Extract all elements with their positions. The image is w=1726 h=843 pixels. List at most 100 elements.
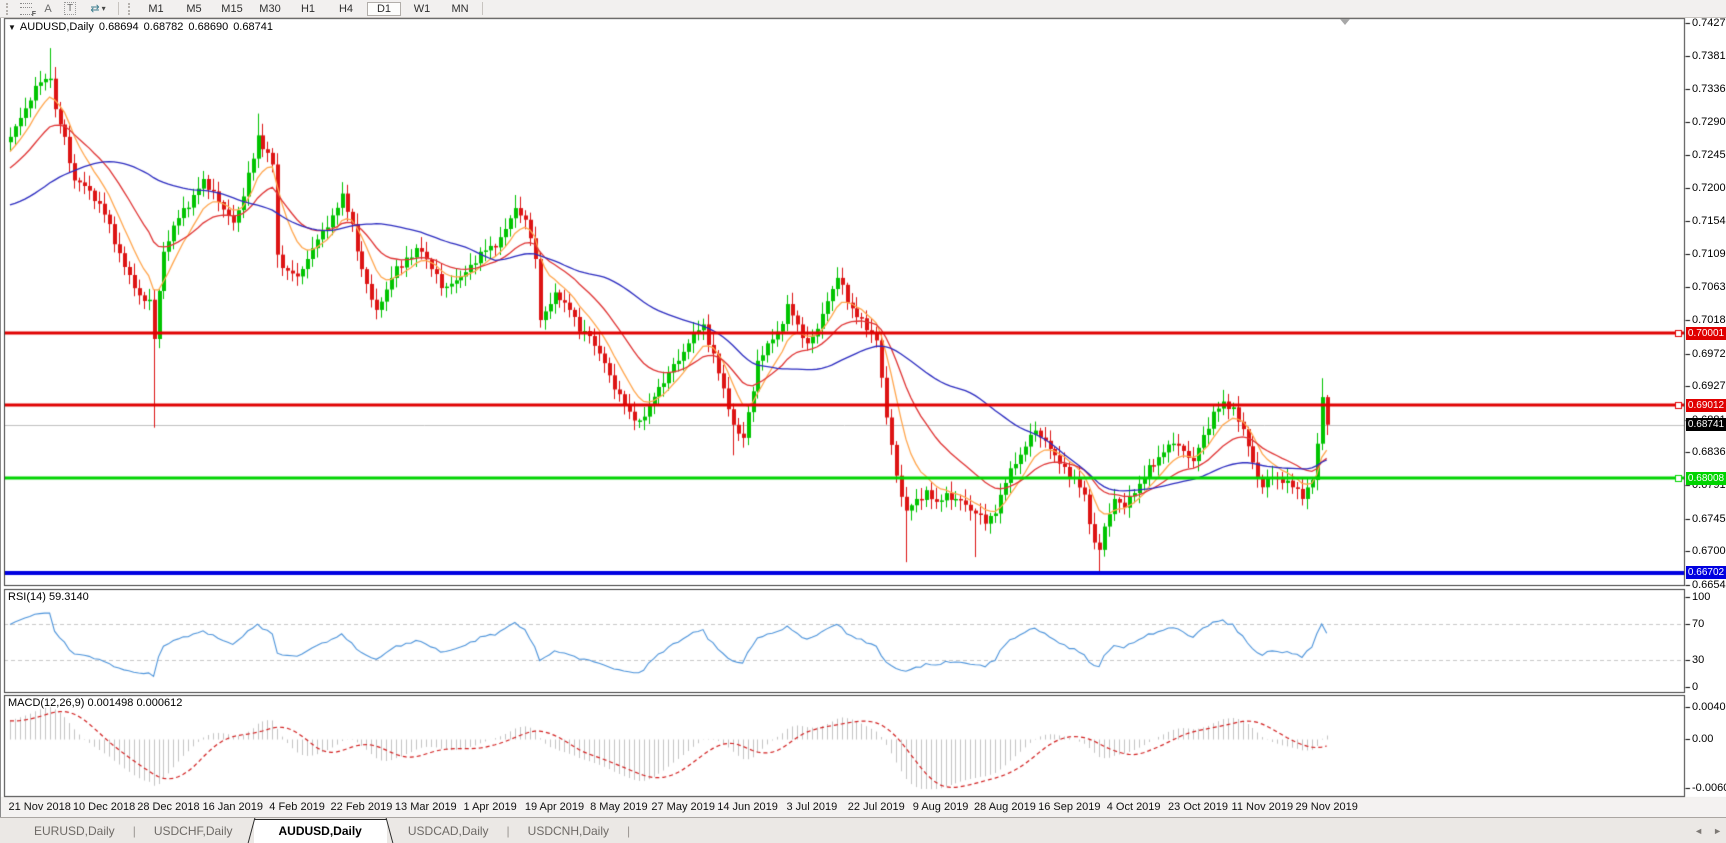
date-label: 3 Jul 2019 <box>786 801 838 813</box>
dropdown-caret-icon: ▾ <box>101 4 106 13</box>
tab-label: USDCNH,Daily <box>527 823 610 838</box>
timeframe-group: M1 M5 M15 M30 H1 H4 D1 W1 MN <box>137 1 479 16</box>
rsi-tick-label: 100 <box>1692 591 1711 603</box>
ohlc-close: 0.68741 <box>233 21 273 33</box>
chart-symbol: AUDUSD,Daily <box>19 21 94 33</box>
font-a-glyph: A <box>44 2 52 15</box>
tab-separator: | <box>627 823 631 838</box>
date-label: 28 Aug 2019 <box>974 801 1036 813</box>
date-label: 11 Nov 2019 <box>1231 801 1294 813</box>
tabs-host: EURUSD,Daily | USDCHF,Daily AUDUSD,Daily USD… <box>16 818 630 843</box>
tab-label: USDCAD,Daily <box>407 823 489 838</box>
toolbar: F A T ⇄ ▾ M1 M5 M15 M30 H1 H4 D1 W1 MN <box>0 0 1726 18</box>
chart-grid-glyph: F <box>20 2 36 18</box>
macd-signal-value: 0.000612 <box>136 697 183 709</box>
symbol-tab-bar: EURUSD,Daily | USDCHF,Daily AUDUSD,Daily USD… <box>0 817 1726 843</box>
timeframe-button-m30[interactable]: M30 <box>259 2 281 15</box>
toolbar-drag-handle[interactable] <box>6 2 11 15</box>
text-label-glyph: T <box>63 2 77 15</box>
date-label: 1 Apr 2019 <box>463 801 517 813</box>
macd-tick-label: -0.006097 <box>1692 781 1726 794</box>
symbol-tab-usdcad[interactable]: USDCAD,Daily <box>390 818 507 843</box>
date-label: 28 Dec 2018 <box>137 801 200 813</box>
rsi-label: RSI(14) 59.3140 <box>8 591 89 603</box>
timeframe-button-h1[interactable]: H1 <box>300 2 316 15</box>
font-a-icon[interactable]: A <box>37 1 59 16</box>
rsi-value: 59.3140 <box>48 591 89 603</box>
timeframe-button-m15[interactable]: M15 <box>221 2 243 15</box>
date-label: 22 Jul 2019 <box>847 801 905 813</box>
tab-scroll-left-button[interactable]: ◄ <box>1694 825 1704 836</box>
date-label: 16 Sep 2019 <box>1038 801 1101 813</box>
chart-title: ▼ AUDUSD,Daily 0.68694 0.68782 0.68690 0.6874… <box>8 21 278 33</box>
date-label: 29 Nov 2019 <box>1295 801 1358 813</box>
date-label: 21 Nov 2018 <box>8 801 71 813</box>
symbol-tab-eurusd[interactable]: EURUSD,Daily <box>16 818 133 843</box>
rsi-tick-label: 70 <box>1692 618 1705 630</box>
level-price-badge: 0.66702 <box>1686 566 1726 580</box>
date-label: 14 Jun 2019 <box>717 801 778 813</box>
toolbar-drag-handle-2[interactable] <box>128 2 133 15</box>
date-label: 27 May 2019 <box>651 801 715 813</box>
tab-scroll-right-button[interactable]: ► <box>1713 825 1722 836</box>
macd-tick-label: 0.004017 <box>1692 700 1726 713</box>
symbol-tab-usdchf[interactable]: USDCHF,Daily <box>136 818 251 843</box>
price-tick-label: 0.66540 <box>1692 578 1726 591</box>
tab-separator: | <box>132 823 136 838</box>
timeframe-button-w1[interactable]: W1 <box>413 2 431 15</box>
current-price-badge: 0.68741 <box>1686 418 1726 432</box>
toolbar-separator <box>118 2 119 15</box>
date-label: 4 Oct 2019 <box>1106 801 1161 813</box>
tab-label: EURUSD,Daily <box>34 823 115 838</box>
macd-label: MACD(12,26,9) 0.001498 0.000612 <box>8 697 183 709</box>
timeframe-button-m5[interactable]: M5 <box>186 2 202 15</box>
chart-grid-icon[interactable]: F <box>15 1 37 18</box>
rsi-tick-label: 0 <box>1692 681 1699 693</box>
ohlc-open: 0.68694 <box>98 21 139 33</box>
date-label: 4 Feb 2019 <box>269 801 325 813</box>
date-label: 22 Feb 2019 <box>330 801 393 813</box>
tab-separator: | <box>506 823 510 838</box>
date-label: 10 Dec 2018 <box>72 801 136 813</box>
level-price-badge: 0.70001 <box>1686 326 1726 340</box>
symbol-tab-usdcnh[interactable]: USDCNH,Daily <box>510 818 627 843</box>
chart-shift-marker-icon[interactable] <box>1340 19 1350 25</box>
timeframe-button-mn[interactable]: MN <box>451 2 469 15</box>
tab-label: AUDUSD,Daily <box>278 823 362 838</box>
date-label: 16 Jan 2019 <box>202 801 264 813</box>
date-label: 13 Mar 2019 <box>394 801 457 813</box>
text-label-icon[interactable]: T <box>59 1 81 16</box>
date-label: 9 Aug 2019 <box>912 801 969 813</box>
window-left-border <box>0 17 1 842</box>
timeframe-button-h4[interactable]: H4 <box>338 2 354 15</box>
pointer-mode-glyph: ⇄ <box>90 3 100 15</box>
ohlc-low: 0.68690 <box>188 21 229 33</box>
ohlc-high: 0.68782 <box>143 21 184 33</box>
macd-tick-label: 0.00 <box>1692 733 1714 745</box>
collapse-triangle-icon[interactable]: ▼ <box>8 23 16 32</box>
symbol-tab-audusd[interactable]: AUDUSD,Daily <box>247 818 394 843</box>
timeframe-button-d1[interactable]: D1 <box>367 1 401 16</box>
level-price-badge: 0.68008 <box>1686 471 1726 485</box>
macd-main-value: 0.001498 <box>87 697 134 709</box>
rsi-tick-label: 30 <box>1692 654 1705 666</box>
timeframe-button-m1[interactable]: M1 <box>148 2 164 15</box>
pointer-mode-icon[interactable]: ⇄ ▾ <box>81 1 115 16</box>
level-price-badge: 0.69012 <box>1686 398 1726 412</box>
